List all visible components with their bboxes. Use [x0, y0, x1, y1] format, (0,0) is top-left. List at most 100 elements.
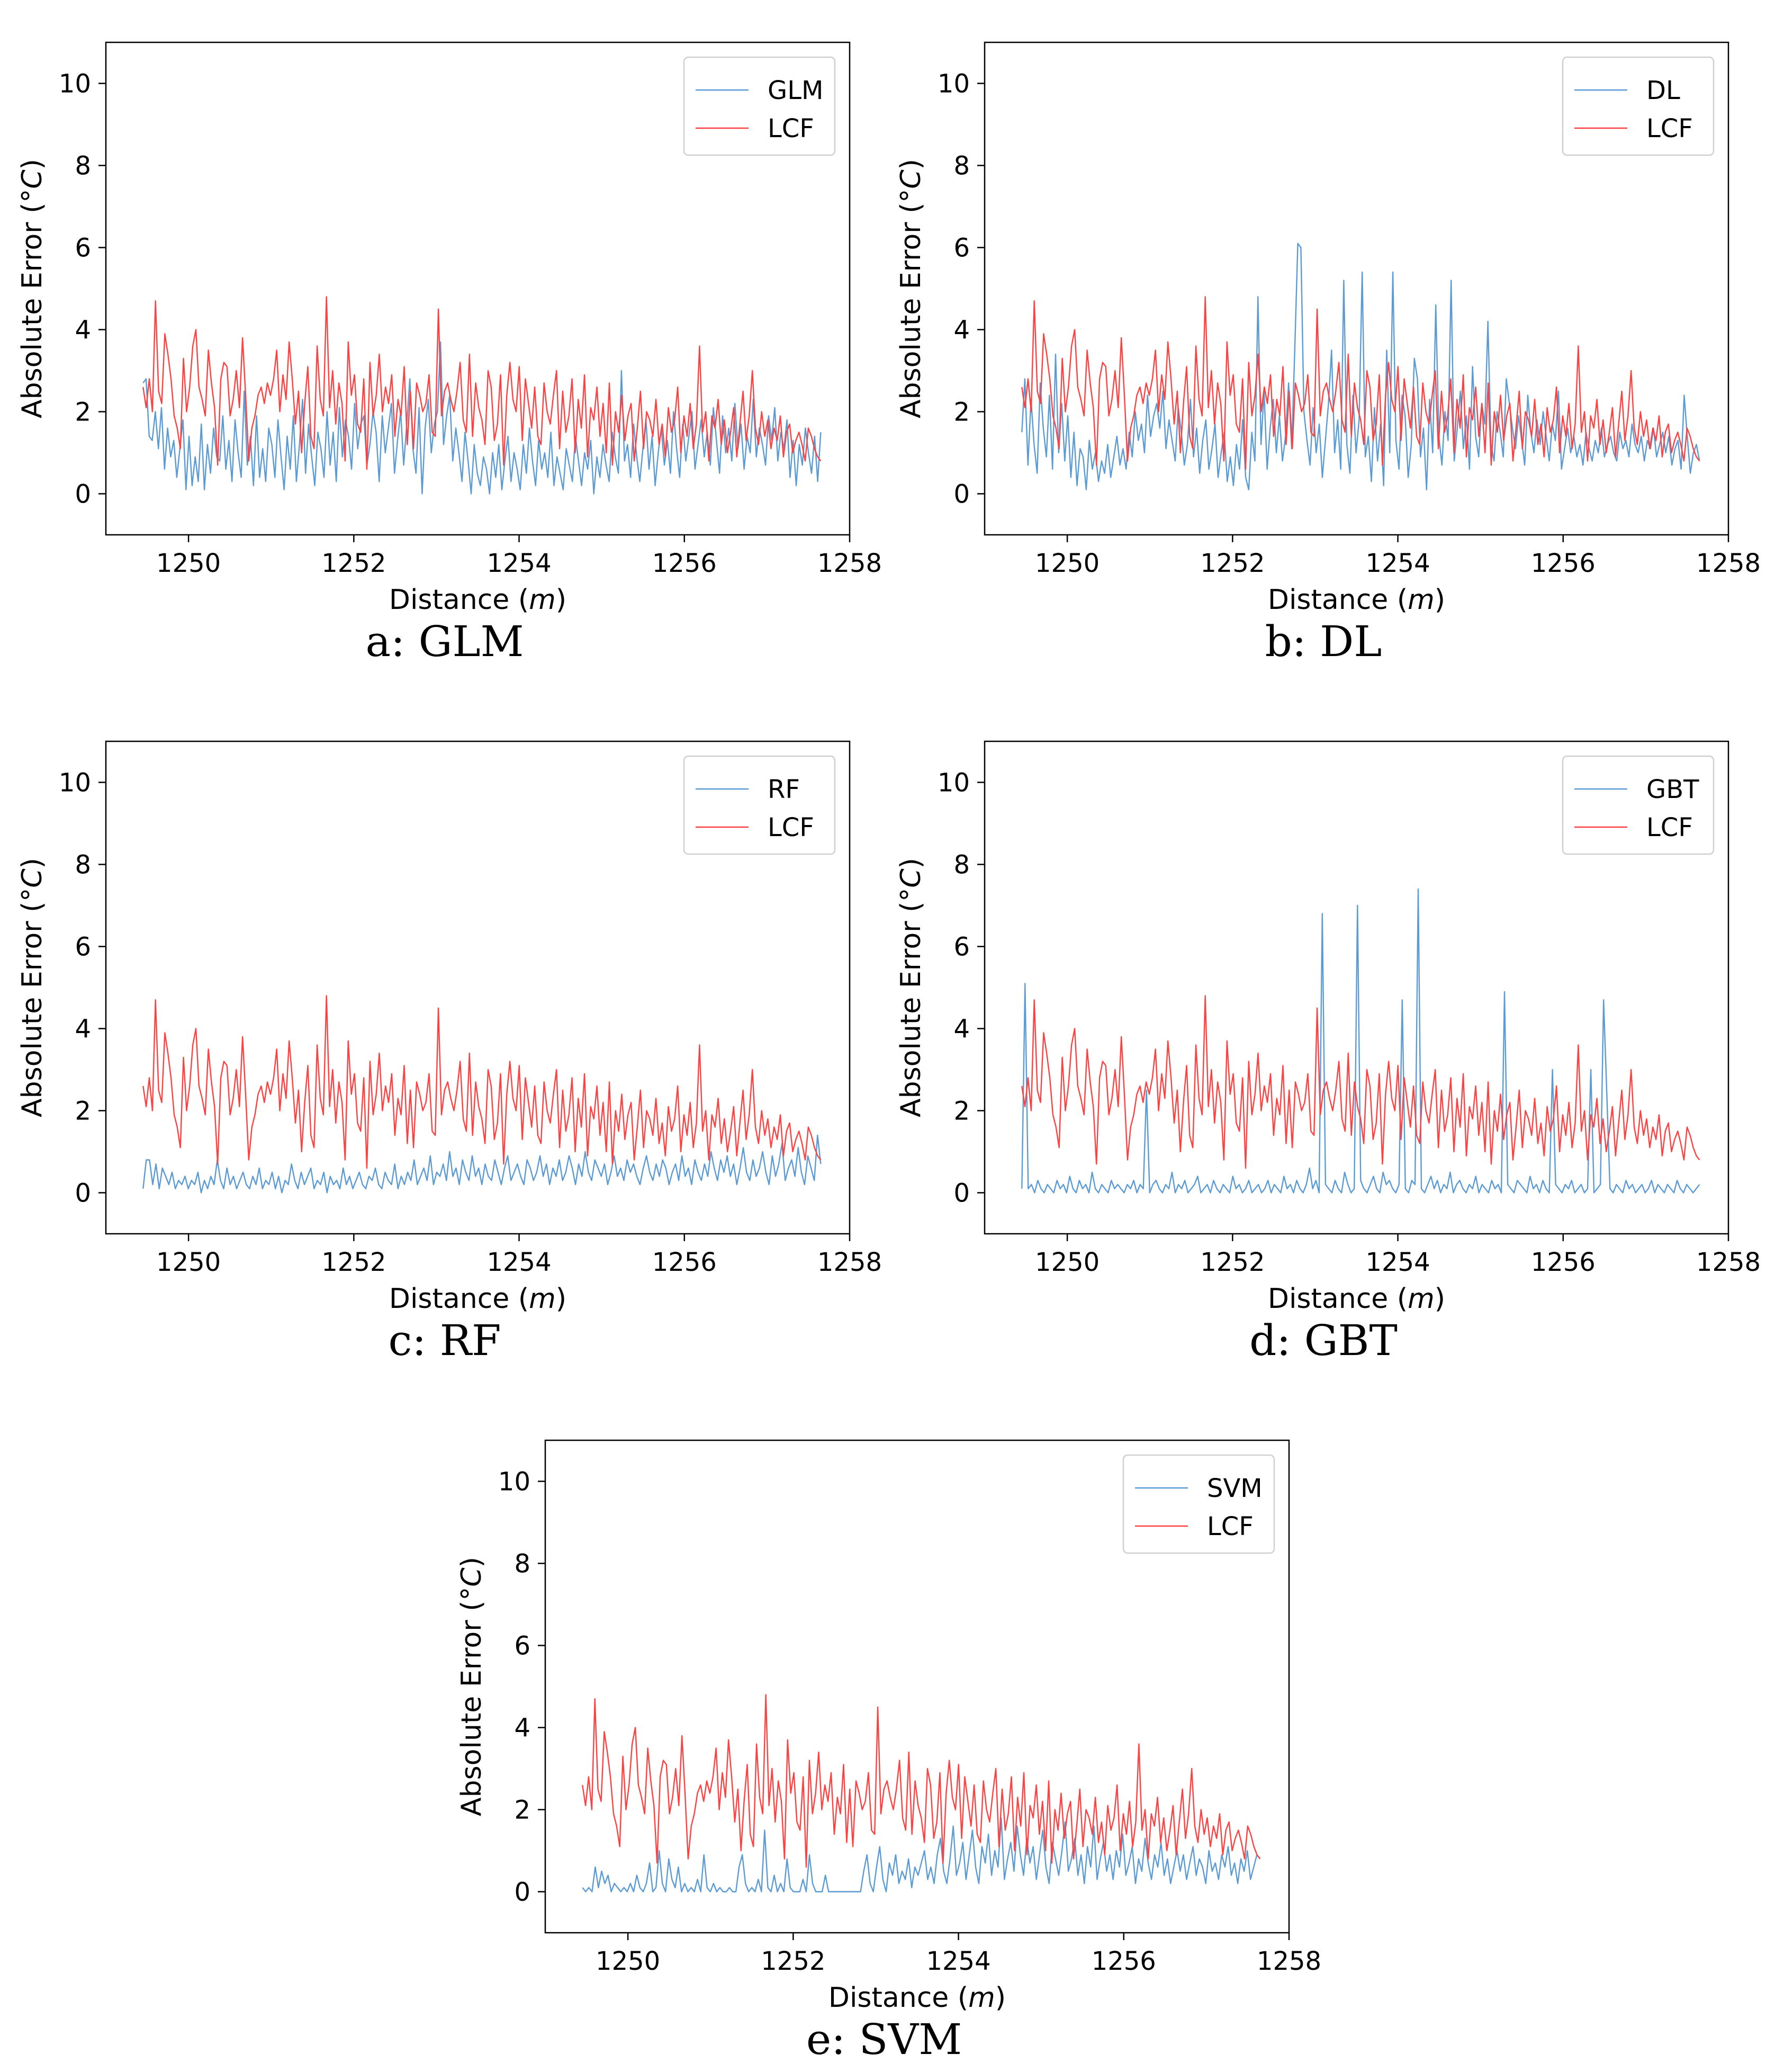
- legend-box: [1562, 56, 1715, 156]
- legend-label-glm: GLM: [768, 76, 823, 105]
- legend-box: [1562, 755, 1715, 855]
- legend-label-gbt: GBT: [1646, 775, 1699, 804]
- legend-label-lcf: LCF: [1207, 1512, 1254, 1541]
- y-tick-label: 4: [953, 1015, 970, 1044]
- y-tick-label: 6: [514, 1631, 530, 1661]
- series-line-gbt: [1021, 888, 1700, 1194]
- y-tick-label: 2: [75, 398, 91, 427]
- y-tick-label: 0: [953, 1179, 970, 1208]
- x-tick-label: 1256: [1092, 1947, 1156, 1976]
- x-axis-label: Distance (m): [828, 1982, 1006, 2014]
- x-tick-label: 1252: [761, 1947, 825, 1976]
- y-tick-label: 0: [514, 1878, 530, 1907]
- x-tick-label: 1252: [321, 1248, 386, 1277]
- y-tick-label: 8: [953, 850, 970, 880]
- y-tick-label: 0: [953, 480, 970, 509]
- caption-glm: a: GLM: [365, 617, 524, 666]
- y-tick-label: 2: [75, 1097, 91, 1126]
- series-line-dl: [1021, 243, 1700, 490]
- legend-label-rf: RF: [768, 775, 800, 804]
- y-axis-label: Absolute Error (°C): [895, 858, 927, 1117]
- x-tick-label: 1258: [817, 1248, 882, 1277]
- caption-gbt: d: GBT: [1249, 1316, 1398, 1365]
- series-line-lcf: [1021, 296, 1700, 470]
- y-tick-label: 0: [75, 1179, 91, 1208]
- chart-panel-gbt: 1250 1252 1254 1256 1258 0 2 4 6 8 10 Distance (m) A…: [879, 720, 1768, 1315]
- x-tick-label: 1256: [1531, 1248, 1596, 1277]
- y-tick-label: 4: [75, 1015, 91, 1044]
- y-tick-label: 6: [953, 932, 970, 962]
- y-tick-label: 8: [953, 151, 970, 181]
- y-tick-label: 4: [953, 316, 970, 345]
- y-tick-label: 0: [75, 480, 91, 509]
- x-tick-label: 1250: [156, 1248, 221, 1277]
- x-tick-label: 1252: [321, 549, 386, 578]
- series-line-lcf: [582, 1694, 1261, 1868]
- chart-svg-rf: 1250 1252 1254 1256 1258 0 2 4 6 8 10 Distance (m) A…: [16, 740, 882, 1315]
- x-tick-label: 1258: [1696, 549, 1761, 578]
- y-tick-label: 8: [75, 151, 91, 181]
- x-tick-label: 1252: [1200, 1248, 1265, 1277]
- legend-box: [683, 56, 836, 156]
- legend-label-dl: DL: [1646, 76, 1680, 105]
- caption-svm: e: SVM: [806, 2015, 962, 2064]
- chart-svg-gbt: 1250 1252 1254 1256 1258 0 2 4 6 8 10 Distance (m) A…: [895, 740, 1761, 1315]
- y-tick-label: 4: [75, 316, 91, 345]
- x-tick-label: 1254: [486, 549, 551, 578]
- y-tick-label: 6: [953, 234, 970, 263]
- x-tick-label: 1250: [596, 1947, 660, 1976]
- x-tick-label: 1258: [1257, 1947, 1321, 1976]
- y-tick-label: 10: [59, 768, 91, 798]
- chart-svg-glm: 1250 1252 1254 1256 1258 0 2 4 6 8 10 Distance (m) A…: [16, 41, 882, 616]
- series-line-svm: [582, 1817, 1261, 1892]
- legend-label-lcf: LCF: [768, 813, 814, 842]
- caption-dl: b: DL: [1265, 617, 1382, 666]
- caption-rf: c: RF: [388, 1316, 501, 1365]
- x-axis-label: Distance (m): [1268, 1283, 1445, 1315]
- x-tick-label: 1258: [817, 549, 882, 578]
- chart-svg-dl: 1250 1252 1254 1256 1258 0 2 4 6 8 10 Distance (m) A…: [895, 41, 1761, 616]
- x-tick-label: 1254: [486, 1248, 551, 1277]
- y-tick-label: 2: [953, 1097, 970, 1126]
- plot-frame: [105, 740, 851, 1235]
- y-axis-label: Absolute Error (°C): [895, 159, 927, 418]
- x-tick-label: 1250: [1035, 549, 1100, 578]
- x-tick-label: 1250: [156, 549, 221, 578]
- y-tick-label: 10: [59, 69, 91, 99]
- y-tick-label: 10: [938, 69, 970, 99]
- x-tick-label: 1254: [1365, 1248, 1430, 1277]
- y-tick-label: 2: [514, 1796, 530, 1825]
- x-axis-label: Distance (m): [389, 1283, 566, 1315]
- plot-frame: [105, 41, 851, 536]
- y-tick-label: 8: [75, 850, 91, 880]
- legend-box: [1122, 1454, 1275, 1554]
- x-tick-label: 1256: [1531, 549, 1596, 578]
- plot-frame: [544, 1439, 1290, 1934]
- chart-panel-rf: 1250 1252 1254 1256 1258 0 2 4 6 8 10 Distance (m) A…: [0, 720, 889, 1315]
- y-tick-label: 2: [953, 398, 970, 427]
- x-tick-label: 1256: [652, 1248, 717, 1277]
- x-tick-label: 1250: [1035, 1248, 1100, 1277]
- y-tick-label: 10: [938, 768, 970, 798]
- x-tick-label: 1252: [1200, 549, 1265, 578]
- series-line-lcf: [142, 296, 822, 470]
- y-axis-label: Absolute Error (°C): [456, 1557, 488, 1816]
- series-line-rf: [142, 1134, 822, 1194]
- chart-svg-svm: 1250 1252 1254 1256 1258 0 2 4 6 8 10 Distance (m) A…: [456, 1439, 1321, 2014]
- x-tick-label: 1254: [1365, 549, 1430, 578]
- series-line-lcf: [142, 995, 822, 1169]
- plot-frame: [984, 41, 1729, 536]
- y-tick-label: 10: [498, 1467, 530, 1497]
- chart-panel-dl: 1250 1252 1254 1256 1258 0 2 4 6 8 10 Distance (m) A…: [879, 21, 1768, 616]
- y-axis-label: Absolute Error (°C): [16, 159, 48, 418]
- chart-panel-glm: 1250 1252 1254 1256 1258 0 2 4 6 8 10 Distance (m) A…: [0, 21, 889, 616]
- x-axis-label: Distance (m): [1268, 584, 1445, 616]
- plot-frame: [984, 740, 1729, 1235]
- y-tick-label: 6: [75, 932, 91, 962]
- legend-box: [683, 755, 836, 855]
- y-axis-label: Absolute Error (°C): [16, 858, 48, 1117]
- x-tick-label: 1256: [652, 549, 717, 578]
- y-tick-label: 4: [514, 1714, 530, 1743]
- chart-panel-svm: 1250 1252 1254 1256 1258 0 2 4 6 8 10 Distance (m) A…: [439, 1419, 1329, 2014]
- x-tick-label: 1258: [1696, 1248, 1761, 1277]
